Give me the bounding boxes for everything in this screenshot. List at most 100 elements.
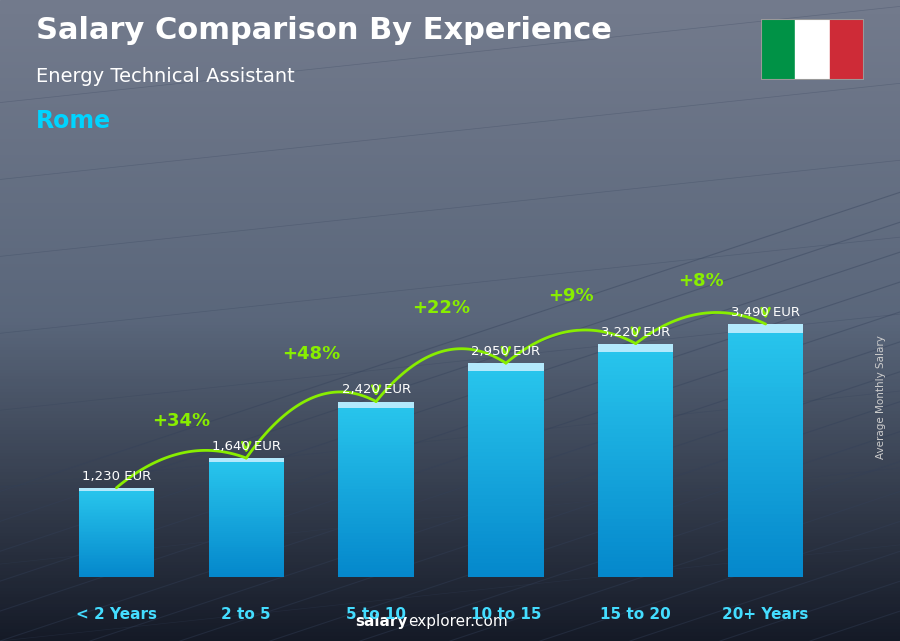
Bar [209, 539, 284, 541]
Bar [468, 388, 544, 392]
Bar [338, 457, 414, 460]
Bar [598, 429, 673, 433]
Bar [209, 458, 284, 460]
Bar [728, 400, 803, 404]
Bar [79, 491, 154, 492]
Bar [0, 109, 900, 112]
Bar [79, 563, 154, 565]
Bar [79, 525, 154, 526]
Bar [79, 545, 154, 547]
Bar [338, 513, 414, 515]
Bar [0, 317, 900, 320]
Bar [338, 425, 414, 428]
Bar [209, 567, 284, 569]
Bar [728, 472, 803, 476]
Bar [0, 401, 900, 404]
Bar [728, 337, 803, 341]
Bar [209, 512, 284, 513]
Bar [598, 375, 673, 379]
Bar [338, 448, 414, 451]
Bar [468, 556, 544, 559]
Bar [468, 506, 544, 509]
Bar [209, 529, 284, 531]
Bar [0, 391, 900, 394]
Bar [0, 35, 900, 38]
Bar [79, 544, 154, 545]
Bar [209, 494, 284, 495]
Bar [468, 484, 544, 488]
Text: +34%: +34% [152, 412, 211, 430]
Bar [0, 583, 900, 587]
Bar [209, 476, 284, 478]
Bar [209, 524, 284, 526]
Bar [0, 449, 900, 452]
Bar [0, 51, 900, 54]
Bar [0, 458, 900, 462]
Bar [0, 48, 900, 51]
Bar [468, 431, 544, 435]
Bar [338, 401, 414, 404]
Bar [0, 6, 900, 10]
Bar [728, 354, 803, 358]
Bar [79, 519, 154, 520]
Text: explorer.com: explorer.com [408, 615, 508, 629]
Bar [338, 487, 414, 489]
Text: salary: salary [356, 615, 408, 629]
Bar [0, 628, 900, 631]
Bar [468, 563, 544, 566]
Bar [209, 474, 284, 476]
Bar [0, 253, 900, 256]
Bar [598, 379, 673, 383]
Bar [79, 568, 154, 569]
Bar [0, 570, 900, 574]
Bar [338, 469, 414, 472]
Bar [728, 395, 803, 400]
Bar [0, 292, 900, 295]
Bar [79, 556, 154, 558]
Bar [0, 548, 900, 551]
Bar [728, 324, 803, 333]
Bar [79, 562, 154, 563]
Bar [79, 498, 154, 499]
Bar [209, 460, 284, 462]
Bar [0, 228, 900, 231]
Bar [728, 408, 803, 413]
Bar [598, 390, 673, 394]
Bar [209, 515, 284, 517]
Bar [209, 506, 284, 508]
Bar [0, 324, 900, 327]
Bar [338, 571, 414, 574]
Text: +22%: +22% [412, 299, 470, 317]
Bar [0, 163, 900, 167]
Bar [0, 510, 900, 513]
Bar [728, 560, 803, 564]
Bar [209, 488, 284, 490]
Bar [209, 466, 284, 468]
Bar [209, 458, 284, 462]
Bar [338, 445, 414, 448]
Bar [79, 561, 154, 562]
Bar [338, 463, 414, 466]
Bar [468, 378, 544, 381]
Bar [0, 202, 900, 205]
Bar [468, 438, 544, 442]
Text: +9%: +9% [548, 287, 594, 305]
Bar [0, 494, 900, 497]
Bar [598, 515, 673, 519]
Bar [598, 542, 673, 545]
Bar [0, 487, 900, 490]
Bar [79, 494, 154, 495]
Bar [598, 545, 673, 550]
Bar [338, 530, 414, 533]
Bar [0, 266, 900, 269]
Bar [0, 215, 900, 218]
Bar [0, 587, 900, 590]
Bar [79, 528, 154, 529]
Bar [468, 477, 544, 481]
Bar [598, 449, 673, 453]
Bar [338, 515, 414, 519]
Bar [79, 541, 154, 543]
Bar [338, 413, 414, 416]
Bar [0, 42, 900, 45]
Bar [598, 519, 673, 522]
